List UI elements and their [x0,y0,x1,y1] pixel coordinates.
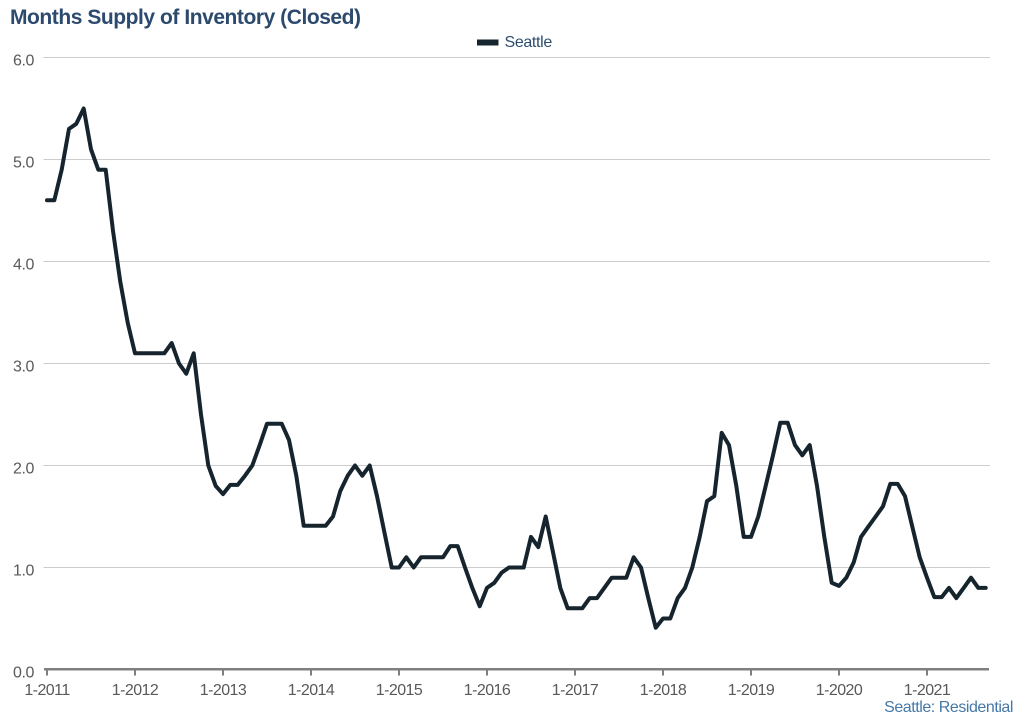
svg-text:3.0: 3.0 [13,359,35,376]
svg-text:1-2014: 1-2014 [288,682,335,699]
svg-text:Months Supply of Inventory (Cl: Months Supply of Inventory (Closed) [10,6,361,29]
svg-text:1-2015: 1-2015 [376,682,423,699]
svg-text:6.0: 6.0 [13,53,35,70]
svg-text:5.0: 5.0 [13,155,35,172]
svg-text:1-2019: 1-2019 [728,682,775,699]
svg-text:1-2016: 1-2016 [464,682,511,699]
svg-text:Seattle: Residential: Seattle: Residential [884,699,1013,716]
svg-text:2.0: 2.0 [13,461,35,478]
svg-text:1.0: 1.0 [13,563,35,580]
svg-text:4.0: 4.0 [13,257,35,274]
svg-text:1-2013: 1-2013 [200,682,247,699]
svg-text:1-2021: 1-2021 [904,682,951,699]
svg-text:1-2017: 1-2017 [552,682,599,699]
svg-text:Seattle: Seattle [505,34,553,51]
svg-text:0.0: 0.0 [13,665,35,682]
svg-text:1-2018: 1-2018 [640,682,687,699]
svg-text:1-2020: 1-2020 [816,682,863,699]
svg-text:1-2011: 1-2011 [24,682,70,699]
svg-text:1-2012: 1-2012 [112,682,159,699]
